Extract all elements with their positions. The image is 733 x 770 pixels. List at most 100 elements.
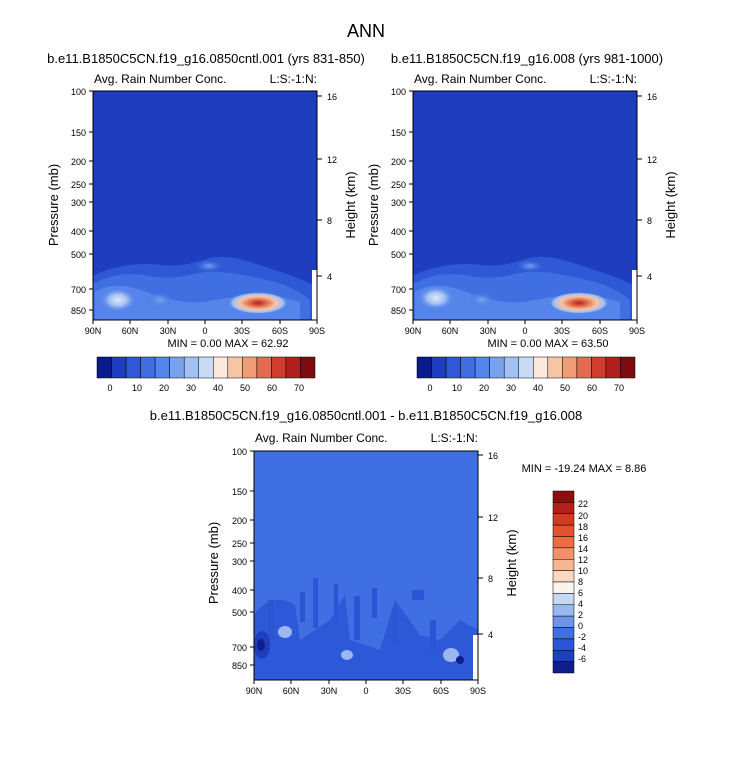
x-tick-label: 90S: [309, 326, 325, 336]
colorbar-swatch: [562, 356, 578, 379]
x-tick-label: 60N: [442, 326, 459, 336]
colorbar-label: 22: [578, 499, 588, 509]
colorbar-swatch: [183, 356, 199, 379]
colorbar-swatch: [591, 356, 607, 379]
panel-difference: b.e11.B1850C5CN.f19_g16.0850cntl.001 - b…: [150, 408, 647, 696]
y-axis: 100 150 200 250 300 400 500 700 850 Pres…: [206, 447, 254, 671]
diff-patch: [300, 592, 305, 622]
x-tick-label: 90S: [470, 686, 486, 696]
y2-tick-label: 16: [488, 451, 498, 461]
colorbar-swatch: [285, 356, 301, 379]
colorbar-swatch: [489, 356, 505, 379]
colorbar-swatch: [552, 661, 575, 674]
y2-tick-label: 16: [327, 92, 337, 102]
x-tick-label: 30N: [321, 686, 338, 696]
heatmap-field: [93, 91, 317, 320]
variable-label: Avg. Rain Number Conc.: [255, 431, 388, 445]
y-axis-title: Pressure (mb): [366, 164, 381, 246]
colorbar-swatch: [552, 593, 575, 605]
colorbar-swatch: [552, 604, 575, 617]
colorbar-swatch: [552, 536, 575, 549]
colorbar-swatch: [503, 356, 519, 379]
colorbar-swatch: [227, 356, 243, 379]
colorbar-swatch: [140, 356, 156, 379]
colorbar-labels: 0 10 20 30 40 50 60 70: [427, 383, 624, 393]
colorbar-label: 10: [132, 383, 142, 393]
y-axis-title: Pressure (mb): [46, 164, 61, 246]
min-max-stats: MIN = 0.00 MAX = 62.92: [167, 338, 288, 350]
colorbar-swatch: [552, 638, 575, 651]
colorbar-swatch: [605, 356, 621, 379]
y-tick-label: 300: [71, 198, 86, 208]
colorbar-label: 2: [578, 610, 583, 620]
colorbar-swatch: [474, 356, 490, 379]
colorbar-label: -2: [578, 632, 586, 642]
colorbar-swatch: [552, 502, 575, 514]
colorbar-label: 50: [560, 383, 570, 393]
colorbar-label: 30: [506, 383, 516, 393]
colorbar-label: 70: [294, 383, 304, 393]
x-tick-label: 60N: [122, 326, 139, 336]
x-tick-label: 0: [522, 326, 527, 336]
y-tick-label: 200: [391, 157, 406, 167]
colorbar-swatch: [460, 356, 476, 379]
colorbar-swatch: [169, 356, 185, 379]
colorbar-swatch: [552, 559, 575, 571]
colorbar-swatch: [300, 356, 316, 379]
terrain-mask: [473, 635, 478, 680]
diff-patch: [412, 590, 424, 600]
y-tick-label: 300: [391, 198, 406, 208]
x-tick-label: 60N: [283, 686, 300, 696]
y-tick-label: 250: [232, 539, 247, 549]
y2-tick-label: 8: [647, 216, 652, 226]
y-axis: 100 150 200 250 300 400 500 700 850 Pres…: [46, 87, 93, 316]
diff-patch: [313, 578, 318, 628]
colorbar-swatch: [431, 356, 447, 379]
colorbar-label: 50: [240, 383, 250, 393]
y-tick-label: 300: [232, 557, 247, 567]
colorbar-swatch: [445, 356, 461, 379]
y-tick-label: 150: [71, 128, 86, 138]
colorbar-swatch: [198, 356, 214, 379]
x-tick-label: 90N: [246, 686, 263, 696]
y-tick-label: 200: [71, 157, 86, 167]
y-tick-label: 400: [71, 227, 86, 237]
colorbar-label: 20: [479, 383, 489, 393]
colorbar-swatch: [154, 356, 170, 379]
colorbar-label: 4: [578, 599, 583, 609]
y2-tick-label: 4: [327, 272, 332, 282]
colorbar-label: 60: [267, 383, 277, 393]
x-tick-label: 0: [363, 686, 368, 696]
panel-experiment: b.e11.B1850C5CN.f19_g16.008 (yrs 981-100…: [366, 51, 678, 393]
terrain-mask: [312, 270, 317, 320]
colorbar-label: 20: [159, 383, 169, 393]
diff-patch: [430, 620, 436, 650]
colorbar-label: 0: [427, 383, 432, 393]
colorbar-label: 10: [452, 383, 462, 393]
colorbar-swatch: [271, 356, 287, 379]
diff-patch: [268, 600, 274, 640]
colorbar-label: 0: [578, 621, 583, 631]
colorbar-swatch: [552, 490, 575, 503]
x-tick-label: 90N: [405, 326, 422, 336]
y2-tick-label: 4: [488, 630, 493, 640]
variable-label: Avg. Rain Number Conc.: [94, 72, 227, 86]
colorbar-swatch: [213, 356, 229, 379]
colorbar-swatch: [552, 547, 575, 560]
y2-axis-title: Height (km): [504, 529, 519, 596]
y-tick-label: 250: [391, 180, 406, 190]
y2-axis: 16 12 8 4 Height (km): [317, 92, 358, 282]
min-max-stats: MIN = 0.00 MAX = 63.50: [487, 338, 608, 350]
colorbar: [416, 356, 636, 379]
anomaly-tropics: [418, 286, 454, 310]
level-label: L:S:-1:N:: [590, 72, 637, 86]
y2-tick-label: 12: [327, 155, 337, 165]
y2-tick-label: 8: [327, 216, 332, 226]
colorbar-labels: 0 10 20 30 40 50 60 70: [107, 383, 304, 393]
level-label: L:S:-1:N:: [270, 72, 317, 86]
x-tick-label: 90N: [85, 326, 102, 336]
x-tick-label: 90S: [629, 326, 645, 336]
colorbar-label: -4: [578, 643, 586, 653]
anomaly-midlat: [146, 291, 174, 309]
